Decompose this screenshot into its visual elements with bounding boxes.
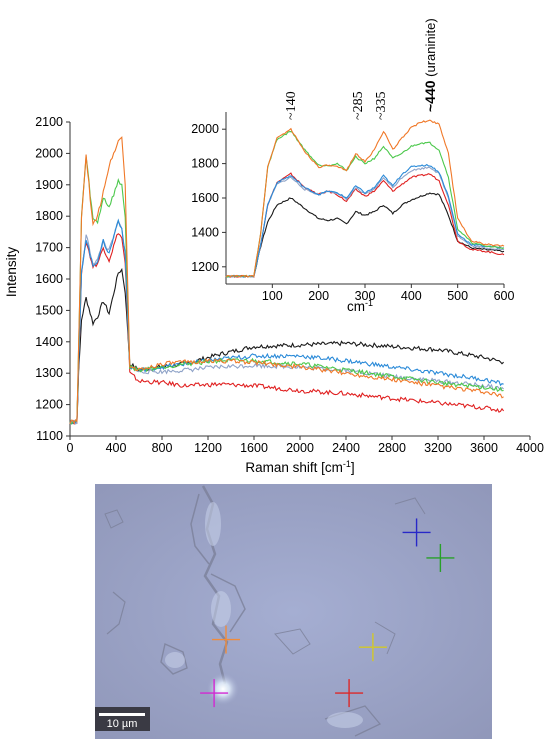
x-axis-label: Raman shift [cm-1] [245,459,354,475]
crosshair-marker-5 [200,679,229,708]
inset-x-tick-label: 100 [262,289,283,303]
crosshair-marker-2 [426,543,455,572]
main-y-tick-label: 1700 [35,241,63,255]
main-y-tick-label: 1600 [35,272,63,286]
main-y-tick-label: 2100 [35,115,63,129]
bright-grain-highlights [165,502,363,728]
main-x-tick-label: 2400 [332,441,360,455]
main-series-line-1 [69,267,504,425]
peak-label-bold: ~440 [422,80,438,112]
main-series-line-6 [69,136,504,425]
main-x-tick-label: 2000 [286,441,314,455]
main-y-tick-label: 1300 [35,366,63,380]
main-x-tick-label: 0 [67,441,74,455]
main-x-tick-label: 4000 [516,441,544,455]
inset-x-axis-label: cm-1 [347,298,373,314]
crosshair-marker-4 [358,633,387,662]
peak-label: ~140 [284,91,299,120]
crosshair-marker-1 [402,518,431,547]
main-x-tick-label: 3200 [424,441,452,455]
main-x-tick-label: 400 [106,441,127,455]
main-x-tick-label: 2800 [378,441,406,455]
inset-x-tick-label: 500 [447,289,468,303]
main-y-tick-label: 1400 [35,335,63,349]
main-x-tick-label: 1200 [194,441,222,455]
main-x-tick-label: 3600 [470,441,498,455]
scale-bar-label: 10 µm [107,718,138,730]
main-y-tick-label: 1100 [36,429,63,443]
micrograph-background [95,484,492,739]
main-series-line-2 [69,233,505,425]
crosshair-marker-3 [212,625,241,654]
main-series-line-5 [69,156,504,425]
inset-y-tick-label: 1400 [191,225,219,239]
peak-label: ~285 [351,91,366,120]
inset-peak-annotations: ~140 ~285 ~335 ~440 (uraninite) [284,18,438,120]
inset-series-group [225,119,505,279]
inset-y-tick-label: 1200 [191,260,219,274]
main-y-tick-label: 2000 [35,146,63,160]
inset-y-tick-label: 1600 [191,191,219,205]
main-y-tick-label: 1800 [35,209,63,223]
scale-bar: 10 µm [95,707,150,731]
peak-label: ~335 [374,91,389,120]
raman-spectrum-chart: 0 400 800 1200 1600 2000 2400 2800 3200 3600 4000 1… [4,18,544,475]
inset-x-tick-label: 400 [401,289,422,303]
main-y-tick-label: 1200 [35,398,63,412]
main-series-group [69,136,505,425]
peak-label-uraninite: ~440 (uraninite) [422,18,438,112]
inset-y-tick-label: 2000 [191,122,219,136]
crosshair-marker-6 [335,679,364,708]
inset-axes: 100 200 300 400 500 600 1200 1400 1600 1800 2000 [191,112,514,303]
main-x-tick-label: 1600 [240,441,268,455]
main-series-line-3 [69,220,504,425]
measurement-markers [200,518,455,708]
inset-x-tick-label: 600 [494,289,515,303]
inset-series-line-4 [225,163,505,278]
inset-y-tick-label: 1800 [191,157,219,171]
inset-series-line-6 [225,119,505,278]
main-x-tick-label: 800 [152,441,173,455]
inset-series-line-2 [225,172,505,279]
inset-x-tick-label: 300 [355,289,376,303]
main-series-line-4 [69,218,504,425]
inset-x-tick-label: 200 [308,289,329,303]
optical-micrograph: 10 µm [95,484,492,739]
peak-label-mineral: (uraninite) [423,18,438,80]
main-y-tick-label: 1500 [35,303,63,317]
bright-spot [207,673,239,705]
y-axis-label: Intensity [4,247,19,298]
main-y-tick-label: 1900 [35,178,63,192]
main-axes: 0 400 800 1200 1600 2000 2400 2800 3200 3600 4000 1… [35,115,544,455]
